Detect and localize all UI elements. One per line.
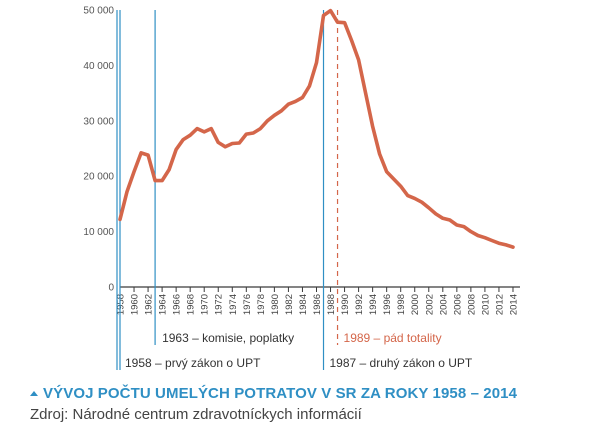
x-tick-label: 1970 xyxy=(200,294,211,315)
x-tick-label: 2000 xyxy=(410,294,421,315)
line-chart: 0 10 000 20 000 30 000 40 000 50 000 1958 1960… xyxy=(83,6,520,370)
x-tick-label: 1980 xyxy=(270,294,281,315)
x-tick-label: 2008 xyxy=(466,294,477,315)
x-tick-label: 2004 xyxy=(438,294,449,315)
y-tick-label: 50 000 xyxy=(83,6,114,17)
marker-label-1989: 1989 – pád totality xyxy=(344,331,442,345)
x-tick-label: 1968 xyxy=(186,294,197,315)
series-layer xyxy=(118,8,515,249)
x-tick-label: 1984 xyxy=(298,294,309,315)
caption-title: VÝVOJ POČTU UMELÝCH POTRATOV V SR ZA ROK… xyxy=(43,385,518,402)
marker-label-1987: 1987 – druhý zákon o UPT xyxy=(330,356,473,370)
x-tick-label: 2012 xyxy=(494,294,505,315)
x-tick-label: 2010 xyxy=(480,294,491,315)
x-tick-label: 1990 xyxy=(340,294,351,315)
y-tick-label: 10 000 xyxy=(83,227,114,238)
x-tick-label: 1960 xyxy=(130,294,141,315)
series-line-0 xyxy=(118,8,515,249)
caption-arrow-icon xyxy=(30,391,38,396)
x-tick-label: 1982 xyxy=(284,294,295,315)
marker-label-1963: 1963 – komisie, poplatky xyxy=(162,331,294,345)
y-tick-label: 20 000 xyxy=(83,172,114,183)
x-tick-label: 2014 xyxy=(508,294,519,315)
y-tick-label: 30 000 xyxy=(83,116,114,127)
x-tick-label: 2006 xyxy=(452,294,463,315)
x-tick-label: 1966 xyxy=(172,294,183,315)
y-axis-ticks: 0 10 000 20 000 30 000 40 000 50 000 xyxy=(83,6,114,294)
figure-caption: VÝVOJ POČTU UMELÝCH POTRATOV V SR ZA ROK… xyxy=(30,385,590,423)
x-tick-label: 1986 xyxy=(312,294,323,315)
y-tick-label: 0 xyxy=(108,283,114,294)
x-tick-label: 1974 xyxy=(228,294,239,315)
x-tick-label: 1992 xyxy=(354,294,365,315)
x-tick-label: 1976 xyxy=(242,294,253,315)
event-markers: 1958 – prvý zákon o UPT 1963 – komisie, p… xyxy=(116,10,473,370)
x-tick-label: 1994 xyxy=(368,294,379,315)
x-tick-label: 1988 xyxy=(326,294,337,315)
caption-title-row: VÝVOJ POČTU UMELÝCH POTRATOV V SR ZA ROK… xyxy=(30,385,590,402)
x-tick-label: 1972 xyxy=(214,294,225,315)
caption-source: Zdroj: Národné centrum zdravotníckych in… xyxy=(30,406,362,423)
x-tick-label: 1998 xyxy=(396,294,407,315)
x-tick-label: 2002 xyxy=(424,294,435,315)
x-tick-label: 1978 xyxy=(256,294,267,315)
x-tick-label: 1958 xyxy=(116,294,127,315)
marker-label-1958: 1958 – prvý zákon o UPT xyxy=(125,356,261,370)
x-tick-label: 1964 xyxy=(158,294,169,315)
x-tick-label: 1996 xyxy=(382,294,393,315)
y-tick-label: 40 000 xyxy=(83,61,114,72)
x-axis: 1958 1960 1962 1964 1966 1968 1970 1972 1974 1976… xyxy=(116,286,520,315)
x-tick-label: 1962 xyxy=(144,294,155,315)
